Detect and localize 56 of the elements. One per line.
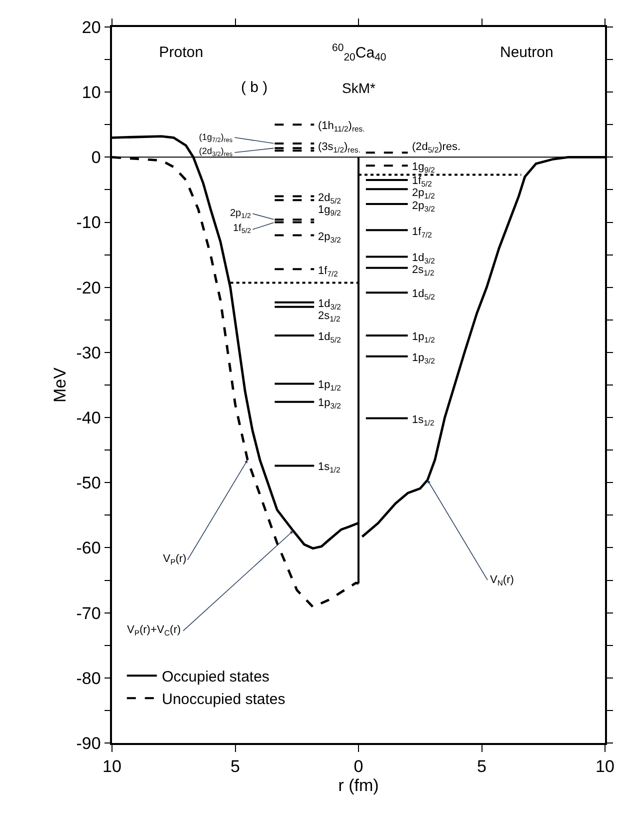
annotation: (2d$_{3/2}$)$_{res}$ bbox=[199, 146, 233, 158]
text: SkM* bbox=[342, 80, 376, 96]
annotation: 1d$_{5/2}$ bbox=[412, 288, 435, 302]
annotation: 1p$_{3/2}$ bbox=[318, 397, 341, 410]
annotation: Proton bbox=[159, 44, 204, 61]
legend-label: Occupied states bbox=[162, 668, 270, 686]
y-tick-label: -30 bbox=[76, 343, 101, 362]
annotation: 2p$_{3/2}$ bbox=[412, 200, 435, 214]
x-tick-label: 5 bbox=[477, 757, 486, 776]
y-tick-label: -50 bbox=[76, 474, 101, 493]
annotation: (1g$_{7/2}$)$_{res}$ bbox=[199, 132, 233, 144]
annotation: (1h$_{11/2}$)$_{res.}$ bbox=[318, 120, 365, 134]
x-tick-label: 10 bbox=[102, 757, 122, 776]
annotation: 1s$_{1/2}$ bbox=[412, 414, 434, 428]
annotation: (3s$_{1/2}$)$_{res.}$ bbox=[318, 141, 360, 154]
annotation: 2p$_{3/2}$ bbox=[318, 231, 341, 244]
annotation: ( b ) bbox=[241, 79, 268, 96]
annotation: 1p$_{1/2}$ bbox=[412, 331, 435, 344]
annotation: 1d$_{3/2}$ bbox=[412, 252, 435, 266]
annotation: 1f$_{5/2}$ bbox=[412, 175, 432, 188]
annotation: V$_{P}$(r) bbox=[163, 553, 186, 566]
annotation: 1f$_{7/2}$ bbox=[318, 265, 338, 278]
annotation: Neutron bbox=[500, 44, 554, 61]
annotation: 2p$_{1/2}$ bbox=[412, 187, 435, 200]
x-axis-title: r (fm) bbox=[338, 776, 379, 796]
annotation: 1g$_{9/2}$ bbox=[412, 161, 435, 174]
x-tick-label: 0 bbox=[354, 757, 364, 776]
y-tick-label: -90 bbox=[76, 734, 101, 753]
annotation: 2d$_{5/2}$ bbox=[318, 192, 341, 206]
annotation: 1g$_{9/2}$ bbox=[318, 204, 341, 218]
y-tick-label: -60 bbox=[76, 538, 101, 558]
annotation: V$_{N}$(r) bbox=[490, 574, 514, 588]
y-tick-label: -80 bbox=[76, 668, 101, 688]
annotation: 1p$_{1/2}$ bbox=[318, 379, 341, 392]
annotation: 2p$_{1/2}$ bbox=[230, 208, 251, 220]
annotation: 2s$_{1/2}$ bbox=[412, 264, 434, 278]
legend-label: Unoccupied states bbox=[162, 690, 286, 708]
annotation: 1f$_{5/2}$ bbox=[233, 223, 252, 236]
annotation: 1d$_{3/2}$ bbox=[318, 298, 341, 312]
annotation: 1p$_{3/2}$ bbox=[412, 352, 435, 366]
y-tick-label: -40 bbox=[76, 408, 101, 428]
y-tick-label: 0 bbox=[91, 148, 101, 168]
x-tick-label: 5 bbox=[230, 757, 240, 776]
y-tick-label: -20 bbox=[76, 278, 101, 298]
annotation: 1d$_{5/2}$ bbox=[318, 331, 341, 344]
y-tick-label: -10 bbox=[76, 213, 101, 232]
y-tick-label: 20 bbox=[82, 18, 101, 37]
annotation: 1s$_{1/2}$ bbox=[318, 461, 340, 474]
y-tick-label: 10 bbox=[82, 83, 101, 102]
annotation: (2d$_{5/2}$)res. bbox=[412, 141, 461, 154]
annotation: V$_{P}$(r)+V$_{C}$(r) bbox=[127, 624, 181, 638]
annotation: 2s$_{1/2}$ bbox=[318, 310, 340, 324]
annotation: 1f$_{7/2}$ bbox=[412, 226, 432, 240]
x-tick-label: 10 bbox=[596, 757, 614, 776]
y-axis-title: MeV bbox=[50, 366, 70, 402]
y-tick-label: -70 bbox=[76, 604, 101, 623]
